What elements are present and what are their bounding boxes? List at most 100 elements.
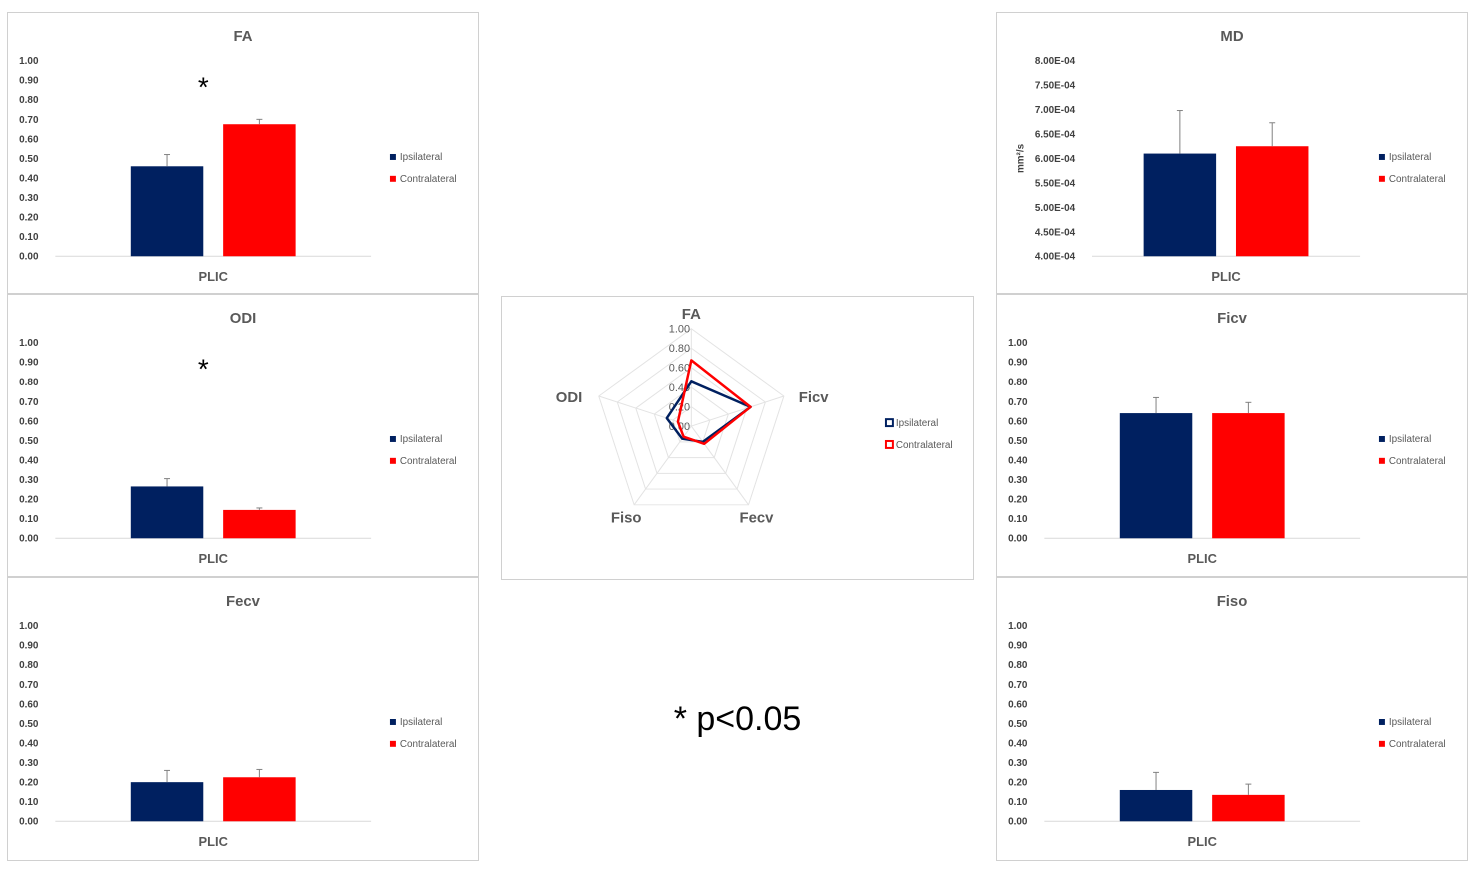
- fecv-chart-title: Fecv: [226, 594, 261, 610]
- fecv-ytick-label: 0.20: [19, 778, 39, 789]
- radar-series-contralateral: [676, 359, 752, 446]
- fa-bar-contralateral: [223, 124, 296, 257]
- fa-ytick-label: 0.70: [19, 115, 39, 126]
- fiso-ytick-label: 0.20: [1008, 778, 1028, 789]
- odi-ytick-label: 0.60: [19, 416, 39, 427]
- radar-legend-label-contralateral: Contralateral: [896, 440, 953, 451]
- fecv-bar-contralateral: [223, 777, 296, 822]
- md-ytick-label: 4.00E-04: [1035, 252, 1076, 263]
- radar-chart-panel: FA Ficv Fecv Fiso ODI 0.00 0.20 0.40 0.60 0.80 1.0…: [501, 296, 974, 580]
- fecv-chart-svg: Fecv 0.00 0.10 0.20 0.30 0.40 0.50 0.60 0.70 0.8…: [19, 594, 456, 849]
- md-ytick-label: 5.50E-04: [1035, 178, 1076, 189]
- fiso-chart-title: Fiso: [1217, 594, 1248, 610]
- significance-note: * p<0.05: [673, 700, 802, 738]
- md-legend-swatch-contralateral: [1378, 175, 1385, 182]
- ficv-bar-contralateral: [1212, 413, 1285, 539]
- radar-legend-swatch-ipsilateral: [884, 418, 894, 428]
- md-ytick-label: 8.00E-04: [1035, 56, 1076, 67]
- odi-legend-label-contralateral: Contralateral: [400, 456, 457, 467]
- fecv-ytick-label: 0.40: [19, 739, 39, 750]
- ficv-ytick-label: 0.10: [1008, 514, 1028, 525]
- ficv-bar-ipsilateral: [1119, 413, 1193, 539]
- odi-chart-title: ODI: [230, 311, 256, 327]
- radar-axis-label-fiso: Fiso: [611, 511, 642, 527]
- ficv-ytick-label: 0.00: [1008, 534, 1028, 545]
- fiso-ytick-label: 0.00: [1008, 817, 1028, 828]
- fiso-legend-label-contralateral: Contralateral: [1389, 739, 1446, 750]
- fecv-chart-plot: 0.00 0.10 0.20 0.30 0.40 0.50 0.60 0.70 0.80 0.90…: [19, 621, 456, 849]
- odi-ytick-label: 0.50: [19, 436, 39, 447]
- fiso-ytick-label: 0.10: [1008, 797, 1028, 808]
- ficv-category-label: PLIC: [1188, 551, 1217, 566]
- fa-ytick-label: 0.80: [19, 95, 39, 106]
- fecv-legend-swatch-ipsilateral: [389, 719, 396, 725]
- ficv-ytick-label: 0.90: [1008, 358, 1028, 369]
- md-chart-title: MD: [1220, 29, 1243, 45]
- fecv-legend-label-ipsilateral: Ipsilateral: [400, 717, 442, 728]
- odi-legend-label-ipsilateral: Ipsilateral: [400, 434, 442, 445]
- md-legend-label-ipsilateral: Ipsilateral: [1389, 152, 1431, 163]
- radar-axis-label-ficv: Ficv: [799, 390, 829, 406]
- fiso-ytick-label: 1.00: [1008, 621, 1028, 632]
- fiso-chart-plot: 0.00 0.10 0.20 0.30 0.40 0.50 0.60 0.70 0.80 0.90…: [1008, 621, 1445, 849]
- fiso-ytick-label: 0.90: [1008, 641, 1028, 652]
- md-ytick-label: 6.50E-04: [1035, 129, 1076, 140]
- md-chart-svg: MD 4.00E-04 4.50E-04 5.00E-04 5.50E-04 6.00E…: [1015, 29, 1445, 284]
- fa-ytick-label: 0.10: [19, 232, 39, 243]
- odi-chart-plot: 0.00 0.10 0.20 0.30 0.40 0.50 0.60 0.70 0.80 0.90…: [19, 338, 456, 566]
- fa-legend-label-contralateral: Contralateral: [400, 174, 457, 185]
- fa-legend-label-ipsilateral: Ipsilateral: [400, 152, 442, 163]
- fiso-category-label: PLIC: [1188, 834, 1217, 849]
- fiso-ytick-label: 0.50: [1008, 719, 1028, 730]
- fiso-legend-swatch-contralateral: [1378, 740, 1385, 747]
- radar-grid-ring: [616, 347, 766, 490]
- md-ytick-label: 5.00E-04: [1035, 203, 1076, 214]
- odi-ytick-label: 0.20: [19, 495, 39, 506]
- fa-bar-ipsilateral: [130, 166, 204, 257]
- fa-ytick-label: 0.90: [19, 76, 39, 87]
- fecv-ytick-label: 0.60: [19, 699, 39, 710]
- fiso-chart-panel: Fiso 0.00 0.10 0.20 0.30 0.40 0.50 0.60 0.70 0.8…: [996, 577, 1468, 861]
- md-ytick-label: 4.50E-04: [1035, 227, 1076, 238]
- odi-ytick-label: 0.40: [19, 456, 39, 467]
- md-category-label: PLIC: [1211, 269, 1240, 284]
- fa-chart-title: FA: [233, 29, 252, 45]
- radar-tick-label: 0.60: [669, 363, 690, 375]
- odi-legend-swatch-ipsilateral: [389, 435, 396, 442]
- radar-tick-label: 1.00: [669, 324, 690, 336]
- fiso-bar-ipsilateral: [1119, 789, 1193, 822]
- fecv-ytick-label: 0.00: [19, 817, 39, 828]
- fa-ytick-label: 0.20: [19, 213, 39, 224]
- radar-grid-ring: [672, 406, 711, 443]
- ficv-ytick-label: 0.60: [1008, 416, 1028, 427]
- fa-legend-swatch-contralateral: [389, 175, 396, 182]
- fecv-bar-ipsilateral: [130, 782, 204, 822]
- fecv-ytick-label: 0.80: [19, 660, 39, 671]
- odi-ytick-label: 0.00: [19, 534, 39, 545]
- md-ylabel: mm²/s: [1015, 143, 1026, 173]
- odi-legend-swatch-contralateral: [389, 457, 396, 464]
- odi-significance-star: *: [198, 353, 209, 384]
- ficv-ytick-label: 0.80: [1008, 377, 1028, 388]
- ficv-ytick-label: 0.30: [1008, 475, 1028, 486]
- fecv-category-label: PLIC: [199, 834, 228, 849]
- fiso-chart-svg: Fiso 0.00 0.10 0.20 0.30 0.40 0.50 0.60 0.70 0.8…: [1008, 594, 1445, 849]
- radar-axis-label-odi: ODI: [556, 390, 582, 406]
- fecv-ytick-label: 0.30: [19, 758, 39, 769]
- radar-tick-label: 0.80: [669, 343, 690, 355]
- odi-ytick-label: 0.80: [19, 377, 39, 388]
- fa-ytick-label: 0.60: [19, 134, 39, 145]
- radar-chart-svg: FAFicvFecvFisoODI0.000.200.400.600.801.0…: [556, 307, 953, 527]
- fecv-ytick-label: 0.50: [19, 719, 39, 730]
- md-bar-contralateral: [1235, 146, 1309, 257]
- md-legend-swatch-ipsilateral: [1378, 153, 1385, 160]
- odi-ytick-label: 0.30: [19, 475, 39, 486]
- md-ytick-label: 7.00E-04: [1035, 105, 1076, 116]
- fiso-ytick-label: 0.40: [1008, 739, 1028, 750]
- fa-ytick-label: 0.40: [19, 173, 39, 184]
- odi-ytick-label: 0.70: [19, 397, 39, 408]
- fa-chart-svg: FA 0.000.100.200.300.400.500.600.700.800…: [19, 29, 457, 284]
- fecv-legend-swatch-contralateral: [389, 740, 396, 747]
- ficv-chart-title: Ficv: [1217, 311, 1247, 327]
- fiso-ytick-label: 0.30: [1008, 758, 1028, 769]
